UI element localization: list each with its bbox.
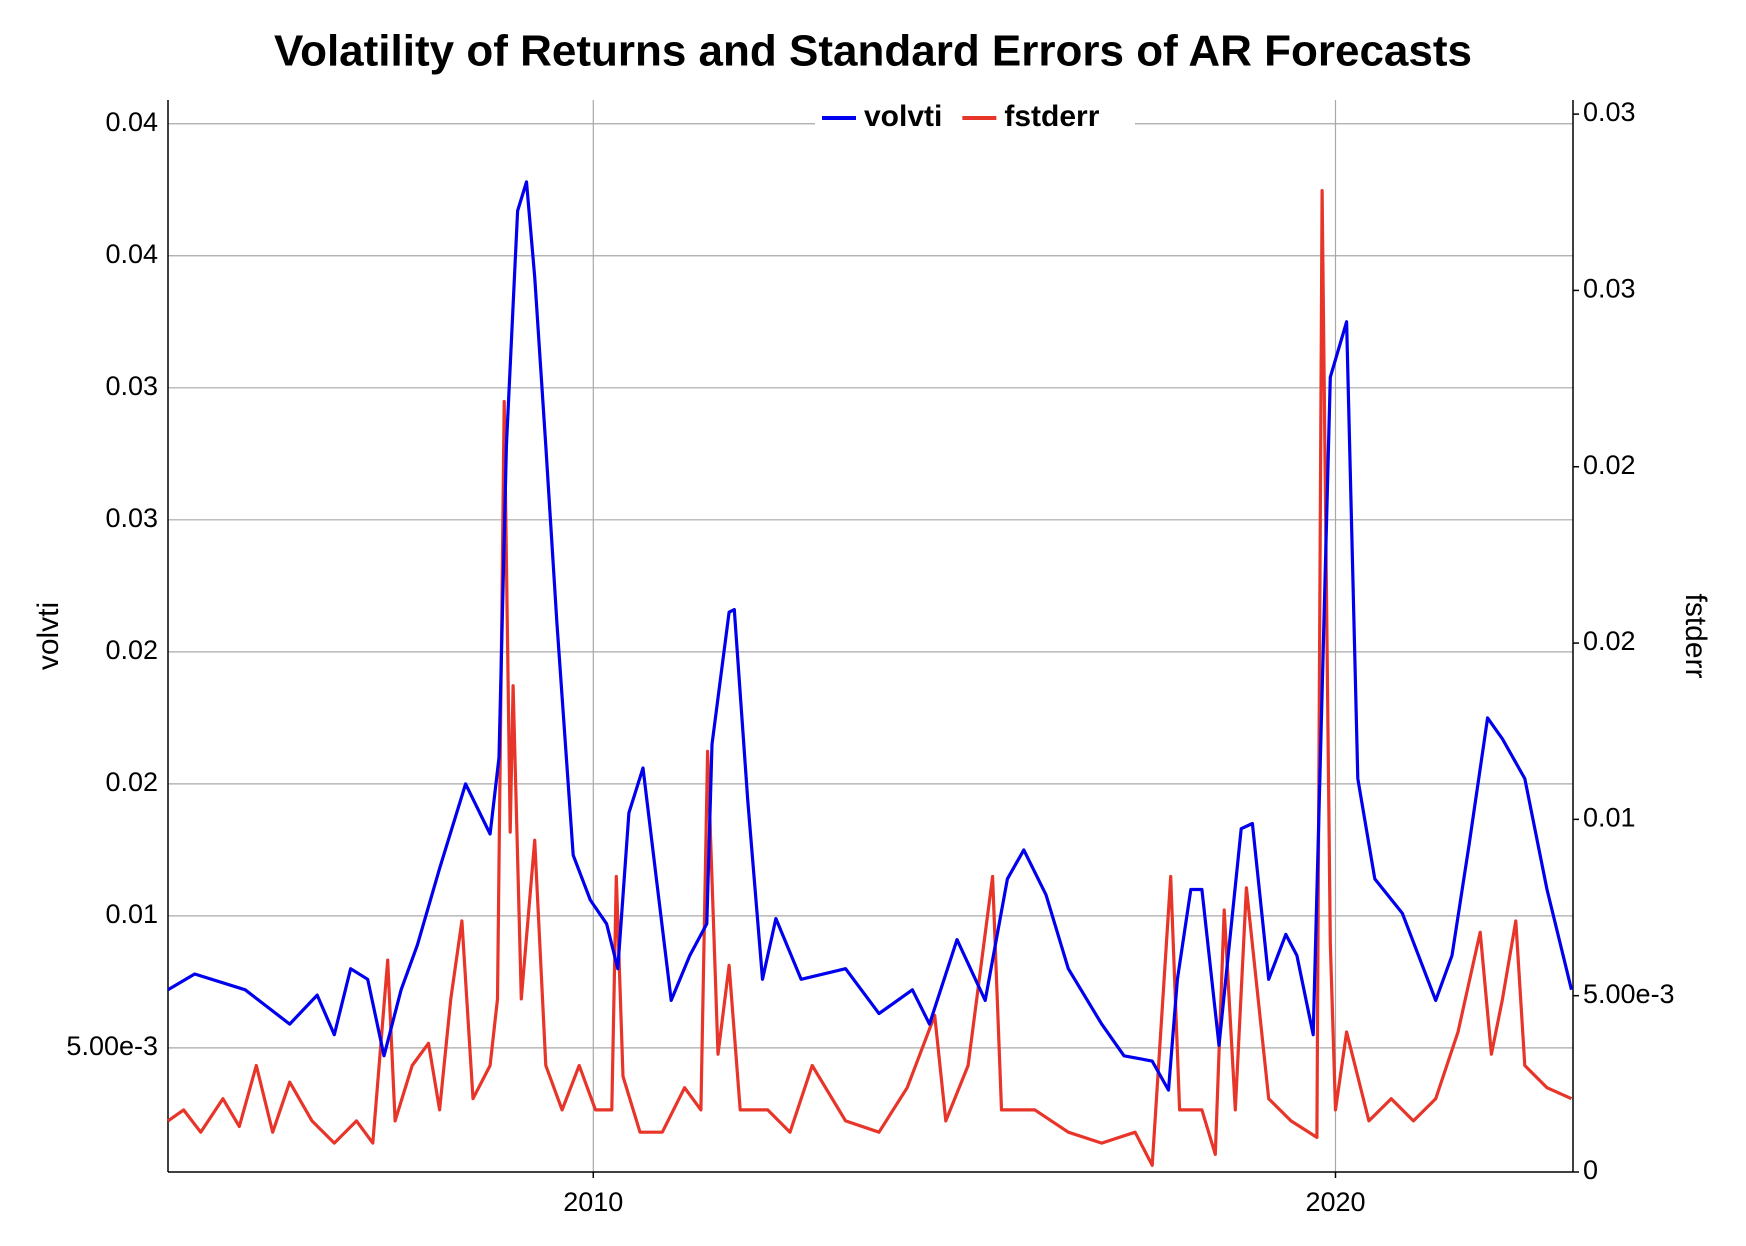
y2-tick-label: 5.00e-3 <box>1583 979 1675 1009</box>
y-axis-label: volvti <box>32 602 65 670</box>
y-tick-label: 0.01 <box>105 899 158 929</box>
y-tick-label: 0.02 <box>105 767 158 797</box>
y2-tick-label: 0.02 <box>1583 450 1636 480</box>
y-tick-label: 0.04 <box>105 107 158 137</box>
y-tick-label: 0.04 <box>105 239 158 269</box>
y2-tick-label: 0 <box>1583 1155 1598 1185</box>
y-tick-label: 0.03 <box>105 371 158 401</box>
y2-axis-label: fstderr <box>1679 593 1712 678</box>
legend-label: volvti <box>864 100 942 133</box>
series-line <box>167 180 1574 1092</box>
y-tick-label: 5.00e-3 <box>66 1031 158 1061</box>
y2-tick-label: 0.02 <box>1583 626 1636 656</box>
legend-label: fstderr <box>1004 100 1099 133</box>
legend: volvti fstderr <box>815 100 1135 136</box>
x-tick-label: 2020 <box>1305 1187 1365 1217</box>
y-tick-label: 0.02 <box>105 635 158 665</box>
series-line <box>167 189 1573 1167</box>
y2-tick-label: 0.03 <box>1583 97 1636 127</box>
y-tick-label: 0.03 <box>105 503 158 533</box>
x-tick-label: 2010 <box>563 1187 623 1217</box>
y2-tick-label: 0.03 <box>1583 274 1636 304</box>
y2-tick-label: 0.01 <box>1583 802 1636 832</box>
chart-title: Volatility of Returns and Standard Error… <box>274 27 1472 76</box>
